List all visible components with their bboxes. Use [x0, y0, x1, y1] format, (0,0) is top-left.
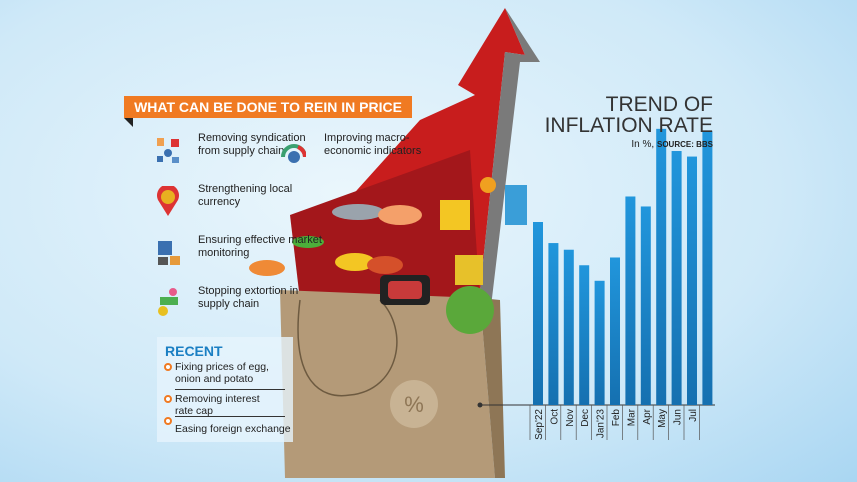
- banana: [335, 253, 375, 271]
- x-tick-label: Nov: [565, 409, 576, 427]
- unit-label: In %,: [631, 139, 655, 150]
- inflation-bar-chart: Sep'22 Oct Nov Dec Jan'23 Feb Mar Apr May Jun Jul: [520, 128, 715, 440]
- x-tick-label: Jan'23: [596, 409, 607, 439]
- x-tick-label: Jul: [688, 409, 699, 422]
- recent-box: RECENT Fixing prices of egg, onion and p…: [157, 337, 293, 442]
- x-tick-label: Jun: [673, 409, 684, 425]
- bag-percent-symbol: %: [404, 392, 424, 417]
- chips-pack: [440, 200, 470, 230]
- bar-Jun: [671, 151, 682, 405]
- source-label: SOURCE: BBS: [656, 140, 713, 149]
- recent-item-text: Easing foreign exchange: [175, 423, 291, 435]
- currency-pin-icon: [157, 186, 179, 216]
- extortion-icon: [158, 288, 178, 316]
- jar: [455, 255, 483, 285]
- bar-Feb: [610, 257, 620, 405]
- measure-strengthening-currency: Strengthening local currency: [198, 183, 293, 208]
- market-monitor-icon: [158, 241, 180, 265]
- x-tick-label: May: [657, 409, 668, 428]
- croissant: [249, 260, 285, 276]
- x-tick-label: Oct: [549, 409, 560, 425]
- bar-Mar: [625, 196, 636, 405]
- recent-item-text: Removing interest rate cap: [175, 393, 260, 417]
- gauge-icon: [281, 144, 306, 163]
- x-tick-label: Feb: [611, 409, 622, 427]
- cabbage: [446, 286, 494, 334]
- x-tick-label: Mar: [626, 408, 637, 426]
- measure-improving-macro: Improving macro-economic indicators: [324, 132, 422, 157]
- bar-Jul: [687, 156, 697, 405]
- paper-bag: [280, 290, 495, 478]
- bar-Sep'22: [533, 222, 543, 405]
- orange: [480, 177, 496, 193]
- measures-heading: WHAT CAN BE DONE TO REIN IN PRICE: [124, 96, 412, 118]
- recent-item-text: Fixing prices of egg, onion and potato: [175, 361, 269, 385]
- milk-carton: [505, 185, 527, 225]
- x-tick-label: Sep'22: [534, 409, 545, 440]
- bar-Oct: [548, 243, 559, 405]
- banner-tail: [124, 118, 133, 127]
- measure-market-monitoring: Ensuring effective market monitoring: [198, 234, 322, 259]
- x-tick-label: Dec: [580, 409, 591, 427]
- recent-item: Easing foreign exchange: [164, 417, 293, 435]
- bar-Dec: [579, 265, 590, 405]
- supply-chain-icon: [157, 138, 179, 163]
- measure-stopping-extortion: Stopping extortion in supply chain: [198, 285, 299, 310]
- fish: [332, 204, 384, 220]
- sausage: [367, 256, 403, 274]
- recent-item: Fixing prices of egg, onion and potato: [164, 361, 293, 385]
- bar-Jan'23: [594, 280, 605, 405]
- bar-May: [656, 128, 667, 405]
- measure-removing-syndication: Removing syndication from supply chain: [198, 132, 306, 157]
- bar-Nov: [563, 249, 574, 405]
- shrimp: [378, 205, 422, 225]
- recent-item: Removing interest rate cap: [164, 393, 275, 417]
- recent-heading: RECENT: [165, 343, 223, 359]
- chart-title: TREND OF INFLATION RATE: [544, 93, 713, 137]
- x-tick-label: Apr: [642, 408, 653, 424]
- bar-last: [702, 131, 713, 405]
- cucumber: [292, 236, 324, 248]
- chart-subtitle: In %, SOURCE: BBS: [631, 139, 713, 150]
- bar-Apr: [640, 206, 651, 405]
